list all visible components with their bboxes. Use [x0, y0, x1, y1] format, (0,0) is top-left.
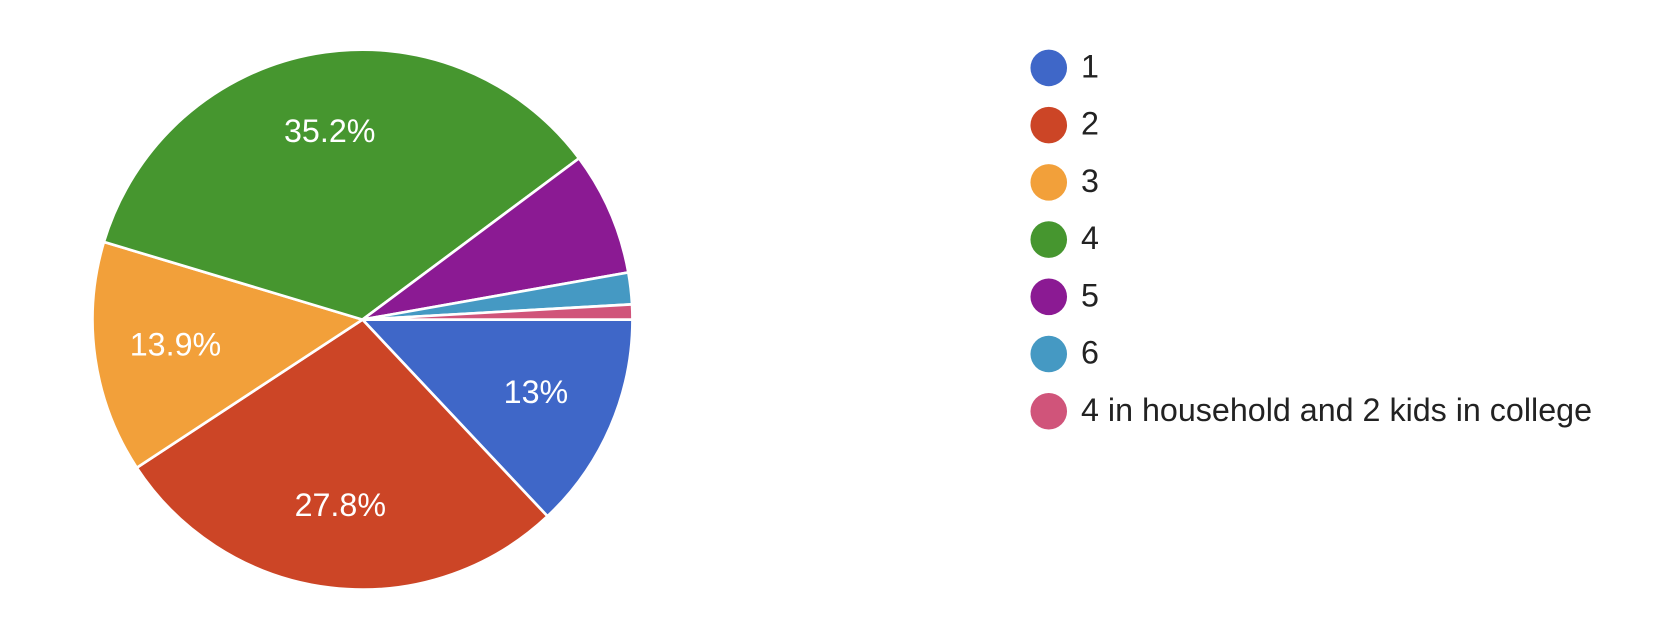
legend-swatch [1030, 164, 1068, 201]
pie-slice [361, 318, 634, 518]
pie-slice [102, 48, 581, 321]
slice-label: 27.8% [295, 487, 386, 523]
legend-label: 3 [1081, 163, 1099, 199]
legend-swatch [1030, 278, 1068, 316]
legend-swatch [1030, 106, 1068, 144]
pie: 13% 27.8% 13.9% 35.2% [91, 48, 634, 591]
legend-swatch [1030, 335, 1068, 373]
slice-label: 35.2% [284, 113, 375, 149]
legend-label: 1 [1081, 48, 1099, 84]
pie-slice [361, 303, 634, 321]
legend-swatch [1030, 221, 1068, 258]
legend-swatch [1030, 49, 1068, 87]
legend-label: 6 [1081, 335, 1099, 371]
legend-label: 4 [1081, 220, 1099, 256]
slice-label: 13% [504, 374, 569, 410]
legend: 1 2 3 4 5 6 4 in household and 2 kids in colle… [1030, 48, 1592, 430]
pie-slice [361, 156, 630, 321]
legend-label: 2 [1081, 106, 1099, 142]
pie-slice [91, 240, 364, 470]
legend-swatch [1030, 392, 1068, 430]
legend-label: 4 in household and 2 kids in college [1081, 392, 1592, 428]
legend-label: 5 [1081, 277, 1099, 313]
slice-label: 13.9% [130, 326, 221, 362]
pie-slice [135, 318, 549, 591]
